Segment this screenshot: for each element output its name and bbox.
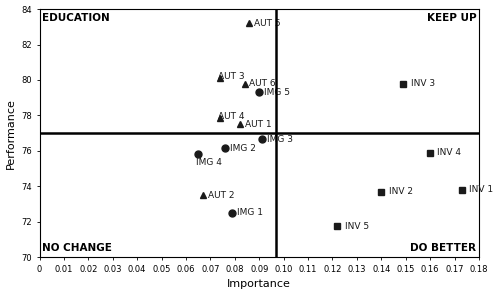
Text: INV 5: INV 5 bbox=[344, 222, 369, 231]
Text: INV 2: INV 2 bbox=[388, 187, 412, 196]
Text: IMG 5: IMG 5 bbox=[264, 88, 290, 97]
Text: AUT 4: AUT 4 bbox=[218, 112, 244, 121]
Text: AUT 2: AUT 2 bbox=[208, 191, 234, 200]
X-axis label: Importance: Importance bbox=[228, 279, 291, 289]
Text: INV 1: INV 1 bbox=[469, 185, 494, 194]
Text: DO BETTER: DO BETTER bbox=[410, 243, 476, 253]
Text: KEEP UP: KEEP UP bbox=[427, 14, 476, 24]
Text: IMG 1: IMG 1 bbox=[237, 209, 263, 217]
Y-axis label: Performance: Performance bbox=[6, 98, 16, 168]
Text: AUT 6: AUT 6 bbox=[250, 79, 276, 88]
Text: EDUCATION: EDUCATION bbox=[42, 14, 110, 24]
Text: AUT 3: AUT 3 bbox=[218, 72, 244, 81]
Text: IMG 3: IMG 3 bbox=[266, 135, 292, 144]
Text: AUT 5: AUT 5 bbox=[254, 19, 281, 28]
Text: NO CHANGE: NO CHANGE bbox=[42, 243, 112, 253]
Text: IMG 4: IMG 4 bbox=[196, 158, 222, 167]
Text: IMG 2: IMG 2 bbox=[230, 144, 256, 153]
Text: INV 4: INV 4 bbox=[438, 148, 462, 157]
Text: AUT 1: AUT 1 bbox=[244, 120, 271, 129]
Text: INV 3: INV 3 bbox=[410, 79, 434, 88]
